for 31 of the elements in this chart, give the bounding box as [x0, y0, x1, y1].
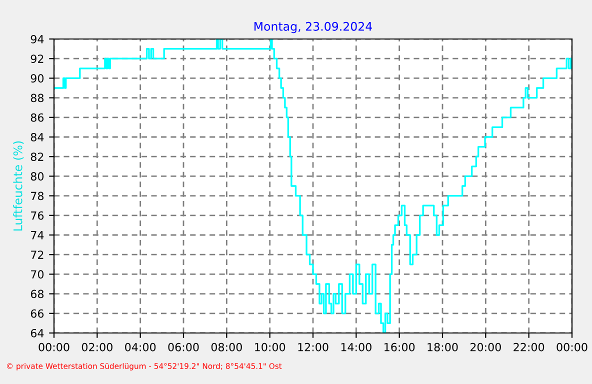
- x-tick-label: 10:00: [255, 342, 286, 352]
- y-tick-label: 82: [30, 152, 44, 161]
- y-tick-label: 76: [31, 211, 44, 220]
- y-tick-label: 74: [31, 231, 44, 240]
- y-tick-label: 90: [30, 74, 44, 83]
- y-tick-label: 80: [30, 172, 44, 181]
- x-tick-label: 00:00: [556, 342, 588, 352]
- x-tick-label: 00:00: [38, 342, 70, 352]
- x-tick-label: 18:00: [428, 342, 458, 352]
- y-tick-label: 72: [31, 250, 44, 259]
- x-tick-label: 06:00: [168, 342, 199, 352]
- y-tick-label: 88: [30, 94, 44, 102]
- y-tick-label: 92: [30, 54, 44, 63]
- chart-title: Montag, 23.09.2024: [254, 22, 372, 34]
- x-tick-label: 08:00: [211, 342, 242, 352]
- y-tick-label: 66: [30, 309, 44, 318]
- y-tick-label: 84: [30, 132, 44, 142]
- y-axis-title: Luftfeuchte (%): [13, 141, 24, 231]
- y-tick-label: 68: [30, 290, 44, 298]
- y-tick-label: 86: [30, 113, 44, 122]
- x-tick-label: 20:00: [470, 342, 501, 352]
- y-tick-label: 94: [30, 34, 44, 44]
- x-tick-label: 02:00: [82, 342, 112, 352]
- x-tick-label: 12:00: [298, 342, 328, 352]
- y-tick-label: 70: [31, 270, 44, 279]
- x-tick-label: 22:00: [514, 342, 544, 352]
- x-tick-label: 16:00: [384, 342, 415, 352]
- y-tick-label: 78: [31, 192, 44, 200]
- x-tick-label: 14:00: [341, 342, 372, 352]
- y-tick-label: 64: [30, 328, 44, 338]
- x-tick-label: 04:00: [125, 342, 156, 352]
